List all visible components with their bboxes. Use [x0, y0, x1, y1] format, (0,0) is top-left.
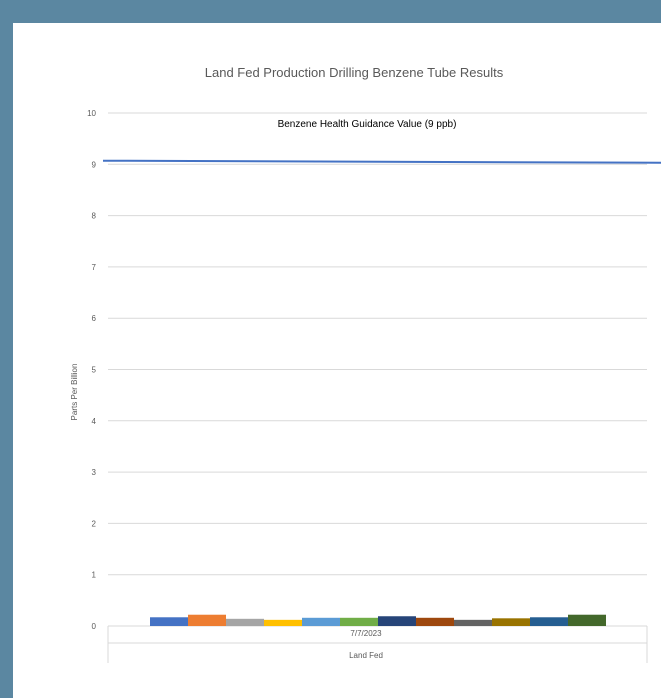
bar-8: [416, 617, 454, 626]
y-tick-label: 3: [92, 468, 97, 477]
bar-11: [530, 617, 568, 626]
chart-svg: Land Fed Production Drilling Benzene Tub…: [70, 65, 661, 663]
bar-7: [378, 616, 416, 626]
reference-line-label: Benzene Health Guidance Value (9 ppb): [278, 119, 457, 130]
bar-5: [302, 617, 340, 626]
bar-9: [454, 619, 492, 626]
y-axis-title: Parts Per Billion: [70, 364, 79, 421]
x-group-label: Land Fed: [349, 651, 383, 660]
gridlines: [108, 112, 647, 627]
y-tick-label: 10: [87, 109, 96, 118]
y-tick-label: 6: [92, 314, 97, 323]
y-tick-label: 1: [92, 571, 97, 580]
reference-line: [102, 159, 661, 164]
chart-title: Land Fed Production Drilling Benzene Tub…: [205, 65, 504, 80]
bar-6: [340, 617, 378, 626]
y-tick-label: 2: [92, 519, 97, 528]
bar-12: [568, 614, 606, 626]
y-tick-label: 9: [92, 160, 97, 169]
x-axis: 7/7/2023 Land Fed: [107, 626, 648, 663]
bars: [150, 614, 606, 626]
y-tick-label: 8: [92, 212, 97, 221]
y-tick-labels: 0 1 2 3 4 5 6 7 8 9 10: [87, 109, 96, 631]
bar-4: [264, 619, 302, 626]
y-tick-label: 4: [92, 417, 97, 426]
bar-1: [150, 617, 188, 626]
bar-2: [188, 614, 226, 626]
y-tick-label: 5: [92, 366, 97, 375]
x-category-label: 7/7/2023: [350, 629, 382, 638]
y-tick-label: 7: [92, 263, 97, 272]
chart-panel: Land Fed Production Drilling Benzene Tub…: [13, 23, 661, 698]
bar-10: [492, 618, 530, 626]
bar-3: [226, 618, 264, 626]
y-tick-label: 0: [92, 622, 97, 631]
